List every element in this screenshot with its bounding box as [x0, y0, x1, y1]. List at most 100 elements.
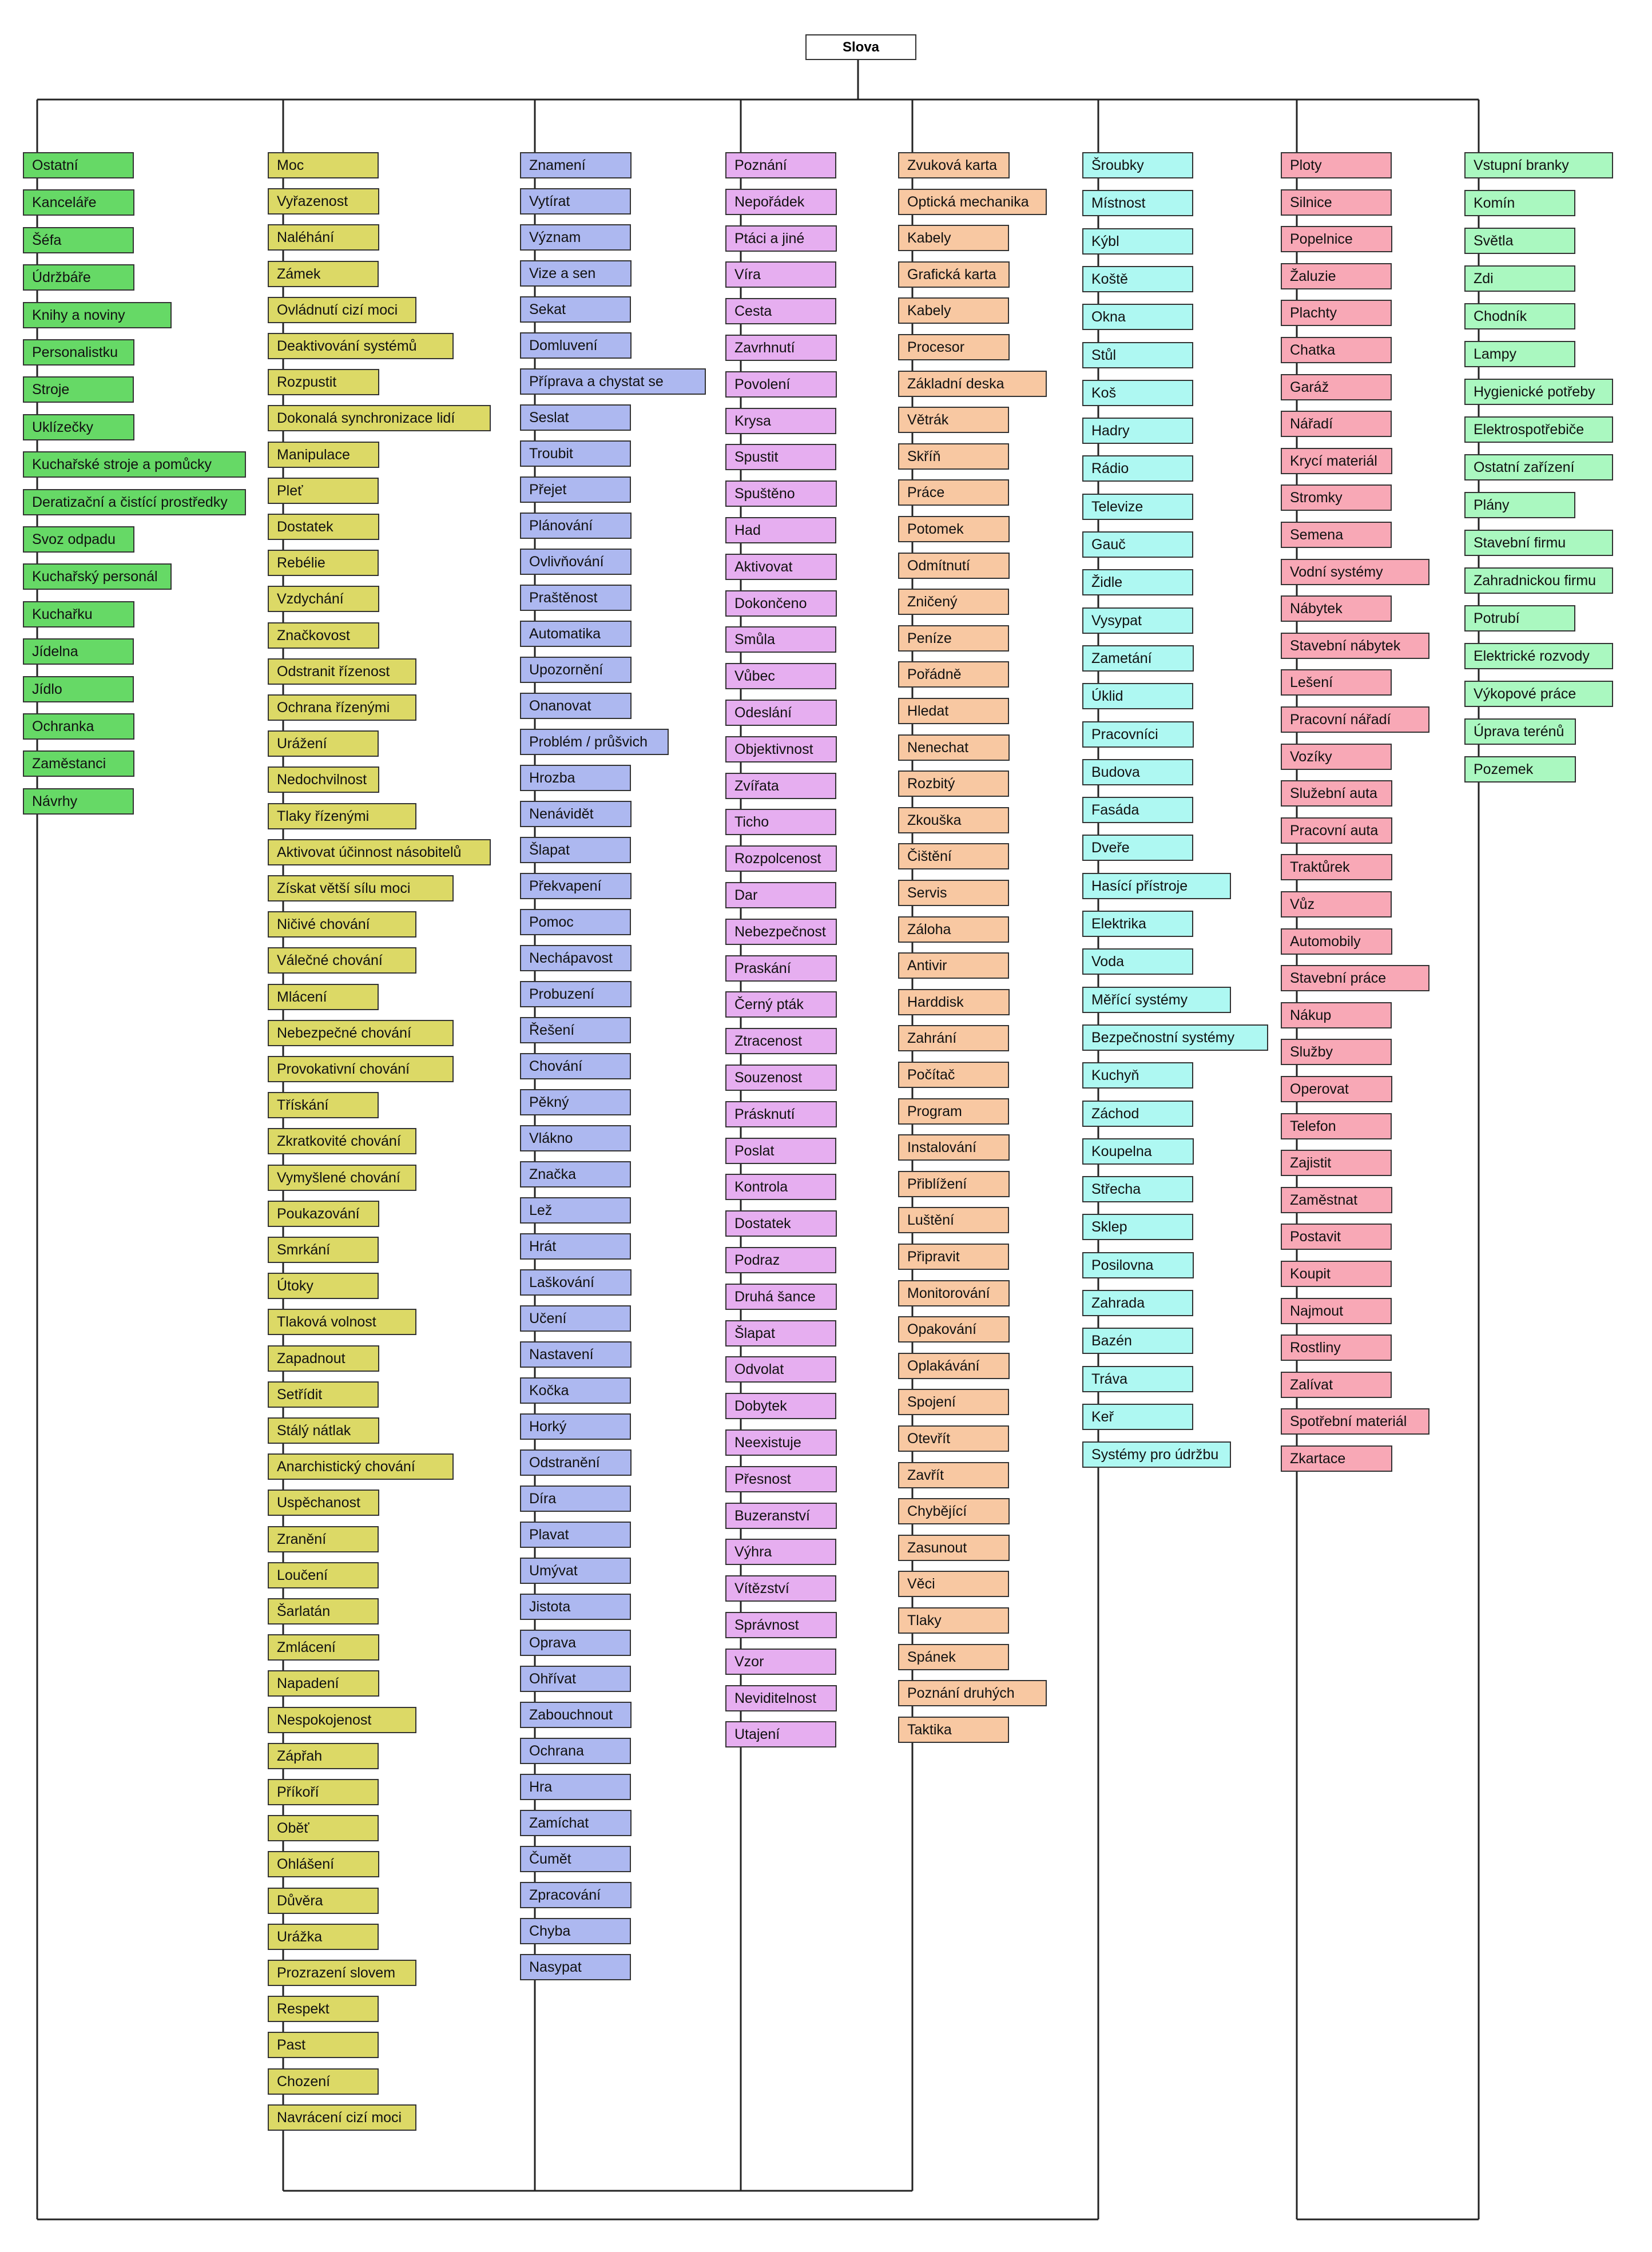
category-node: Černý pták	[725, 991, 837, 1018]
category-node: Respekt	[268, 1996, 379, 2022]
category-node: Zranění	[268, 1526, 379, 1552]
category-node: Dar	[725, 882, 836, 908]
category-node: Spustit	[725, 444, 836, 470]
category-node: Spotřební materiál	[1281, 1408, 1429, 1435]
category-node: Střecha	[1082, 1176, 1193, 1202]
category-node: Rostliny	[1281, 1334, 1392, 1361]
category-node: Kýbl	[1082, 228, 1193, 255]
category-node: Knihy a noviny	[23, 302, 172, 328]
category-node: Luštění	[898, 1207, 1009, 1233]
category-node: Sklep	[1082, 1214, 1193, 1240]
category-node: Dokonalá synchronizace lidí	[268, 405, 491, 431]
category-node: Gauč	[1082, 531, 1193, 558]
category-node: Prásknutí	[725, 1101, 837, 1127]
category-node: Díra	[520, 1486, 631, 1512]
category-node: Měřící systémy	[1082, 987, 1231, 1013]
category-node: Automobily	[1281, 928, 1392, 955]
category-node: Přejet	[520, 476, 631, 503]
category-node: Laškování	[520, 1269, 632, 1296]
category-node: Jídlo	[23, 676, 134, 702]
category-node: Čumět	[520, 1846, 631, 1872]
category-node: Souzenost	[725, 1065, 837, 1091]
category-node: Koupelna	[1082, 1138, 1194, 1165]
category-node: Zabouchnout	[520, 1702, 632, 1728]
category-node: Zkartace	[1281, 1445, 1392, 1472]
category-node: Pracovní nářadí	[1281, 706, 1429, 733]
category-node: Útoky	[268, 1273, 379, 1299]
category-node: Hrozba	[520, 765, 631, 791]
category-node: Ticho	[725, 809, 836, 835]
category-node: Odstranit řízenost	[268, 658, 416, 685]
category-node: Ničivé chování	[268, 911, 416, 938]
category-node: Oběť	[268, 1815, 379, 1841]
category-node: Pracovní auta	[1281, 817, 1392, 844]
category-node: Základní deska	[898, 371, 1047, 397]
category-node: Odeslání	[725, 700, 837, 726]
category-node: Cesta	[725, 298, 836, 324]
category-node: Nastavení	[520, 1341, 632, 1368]
category-node: Zasunout	[898, 1535, 1010, 1561]
category-node: Zahrání	[898, 1025, 1009, 1051]
category-node: Odmítnutí	[898, 553, 1010, 579]
category-node: Servis	[898, 880, 1009, 906]
category-node: Vzdychání	[268, 586, 379, 612]
category-node: Krysa	[725, 408, 836, 434]
category-node: Dostatek	[268, 514, 379, 540]
category-node: Rozpolcenost	[725, 845, 837, 872]
category-node: Značka	[520, 1161, 631, 1187]
category-node: Hadry	[1082, 418, 1193, 444]
category-node: Šarlatán	[268, 1598, 379, 1625]
category-node: Praštěnost	[520, 585, 632, 611]
category-node: Aktivovat účinnost násobitelů	[268, 839, 491, 865]
category-node: Význam	[520, 224, 631, 251]
category-node: Druhá šance	[725, 1284, 837, 1310]
category-node: Umývat	[520, 1558, 631, 1584]
category-node: Žaluzie	[1281, 263, 1392, 289]
category-node: Nábytek	[1281, 595, 1392, 622]
category-node: Buzeranství	[725, 1503, 837, 1529]
category-node: Zmlácení	[268, 1634, 379, 1661]
category-node: Past	[268, 2032, 379, 2058]
category-node: Jídelna	[23, 638, 134, 665]
category-node: Silnice	[1281, 189, 1392, 216]
category-node: Otevřít	[898, 1425, 1009, 1452]
category-node: Ploty	[1281, 152, 1392, 178]
category-node: Vozíky	[1281, 744, 1392, 770]
category-node: Zahrada	[1082, 1290, 1193, 1316]
category-node: Had	[725, 517, 836, 543]
category-node: Zvířata	[725, 773, 836, 799]
category-node: Okna	[1082, 304, 1193, 330]
category-node: Šroubky	[1082, 152, 1193, 178]
category-node: Opakování	[898, 1316, 1010, 1343]
category-node: Fasáda	[1082, 797, 1193, 823]
category-node: Deratizační a čistící prostředky	[23, 489, 246, 515]
category-node: Hledat	[898, 698, 1009, 724]
category-node: Lampy	[1464, 341, 1575, 367]
category-node: Spojení	[898, 1389, 1009, 1415]
root-node: Slova	[805, 34, 916, 60]
category-node: Dobytek	[725, 1393, 836, 1419]
category-node: Údržbáře	[23, 264, 134, 291]
category-node: Zaměstanci	[23, 750, 134, 777]
category-node: Zalívat	[1281, 1372, 1392, 1398]
category-node: Kanceláře	[23, 189, 134, 216]
category-node: Onanovat	[520, 693, 632, 719]
category-node: Vstupní branky	[1464, 152, 1613, 178]
category-node: Bazén	[1082, 1328, 1193, 1354]
category-node: Horký	[520, 1413, 631, 1440]
category-node: Bezpečnostní systémy	[1082, 1024, 1268, 1051]
category-node: Služební auta	[1281, 780, 1392, 807]
category-node: Utajení	[725, 1721, 836, 1747]
category-node: Připravit	[898, 1244, 1009, 1270]
category-node: Záloha	[898, 916, 1009, 943]
category-node: Plavat	[520, 1522, 631, 1548]
category-node: Důvěra	[268, 1888, 379, 1914]
category-node: Automatika	[520, 621, 632, 647]
category-node: Zvuková karta	[898, 152, 1010, 178]
category-node: Zdi	[1464, 265, 1575, 292]
category-node: Chybějící	[898, 1498, 1010, 1524]
category-node: Smrkání	[268, 1237, 379, 1263]
category-node: Ovládnutí cizí moci	[268, 297, 416, 323]
category-node: Stavební firmu	[1464, 530, 1613, 556]
category-node: Potrubí	[1464, 605, 1575, 631]
